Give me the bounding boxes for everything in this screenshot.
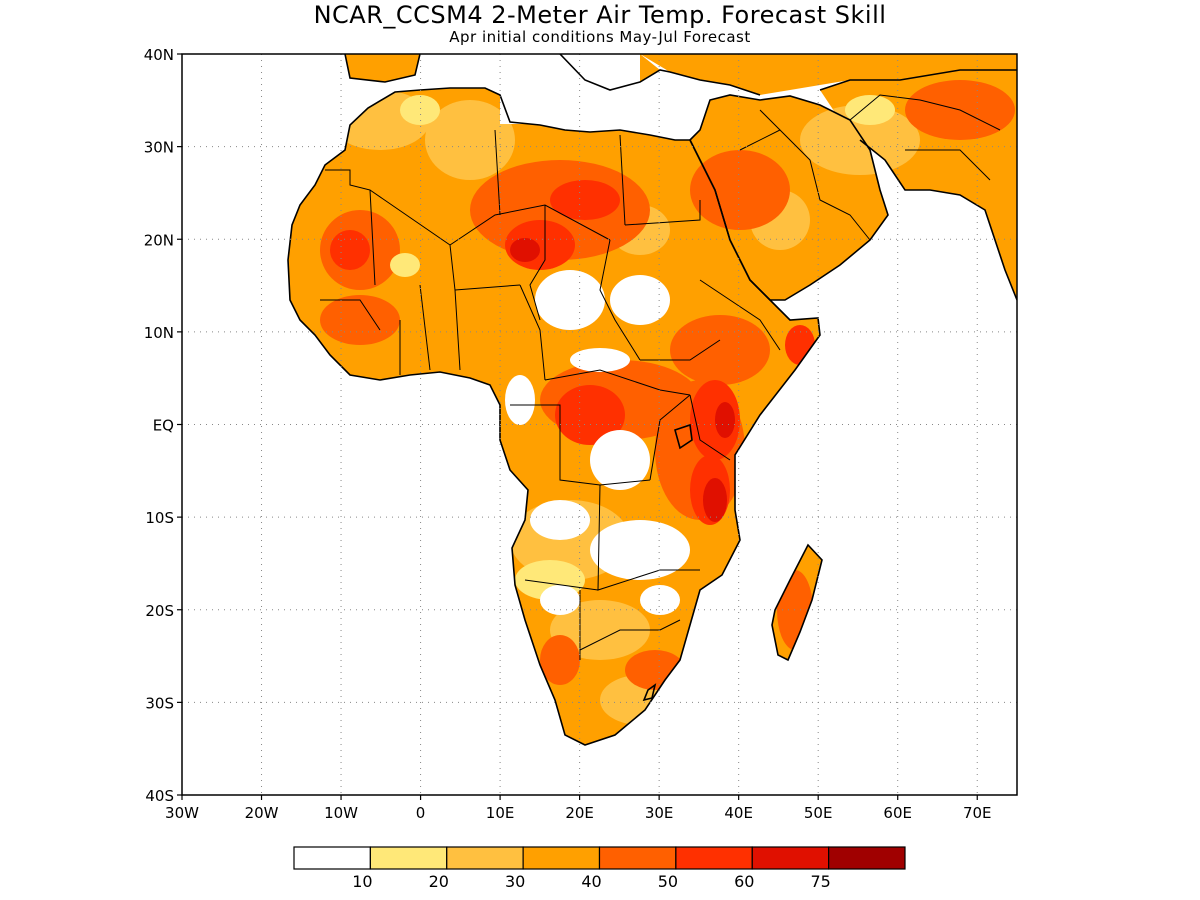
- lon-tick-label: 50E: [804, 804, 833, 822]
- colorbar-swatch: [675, 846, 753, 870]
- lon-tick-label: 10W: [324, 804, 358, 822]
- colorbar-swatch: [828, 846, 906, 870]
- lon-tick-label: 20W: [245, 804, 279, 822]
- lat-tick-label: 40S: [145, 787, 174, 805]
- lon-tick-label: 10E: [486, 804, 515, 822]
- colorbar-swatch: [369, 846, 448, 870]
- colorbar-swatch: [293, 846, 371, 870]
- lon-tick-label: 70E: [963, 804, 992, 822]
- lat-tick-label: 40N: [144, 46, 174, 64]
- lon-tick-label: 0: [416, 804, 426, 822]
- colorbar-label: 40: [581, 872, 601, 891]
- colorbar-label: 30: [505, 872, 525, 891]
- colorbar-swatch: [598, 846, 677, 870]
- coastlines: [287, 54, 1017, 746]
- lat-tick-label: 20S: [145, 602, 174, 620]
- lat-tick-label: EQ: [153, 417, 174, 435]
- colorbar-label: 75: [810, 872, 830, 891]
- longitude-axis: 30W 20W 10W 0 10E 20E 30E 40E 50E 60E 70E: [165, 795, 992, 822]
- colorbar: 10 20 30 40 50 60 75: [293, 846, 906, 891]
- colorbar-label: 50: [658, 872, 678, 891]
- lat-tick-label: 10S: [145, 509, 174, 527]
- lon-tick-label: 40E: [724, 804, 753, 822]
- map-frame-area: [181, 53, 1018, 796]
- country-borders: [320, 94, 1001, 660]
- map-title: NCAR_CCSM4 2-Meter Air Temp. Forecast Sk…: [313, 1, 887, 29]
- lat-tick-label: 20N: [144, 231, 174, 249]
- lon-tick-label: 60E: [883, 804, 912, 822]
- colorbar-label: 10: [352, 872, 372, 891]
- lon-tick-label: 30E: [645, 804, 674, 822]
- colorbar-label: 20: [429, 872, 449, 891]
- lat-tick-label: 30N: [144, 139, 174, 157]
- lon-tick-label: 30W: [165, 804, 199, 822]
- lon-tick-label: 20E: [565, 804, 594, 822]
- colorbar-swatch: [446, 846, 524, 870]
- colorbar-swatch: [522, 846, 601, 870]
- map-subtitle: Apr initial conditions May-Jul Forecast: [449, 28, 751, 46]
- colorbar-swatch: [751, 846, 830, 870]
- latitude-axis: 40N 30N 20N 10N EQ 10S 20S 30S 40S: [144, 46, 182, 805]
- colorbar-label: 60: [734, 872, 754, 891]
- lat-tick-label: 10N: [144, 324, 174, 342]
- lat-tick-label: 30S: [145, 694, 174, 712]
